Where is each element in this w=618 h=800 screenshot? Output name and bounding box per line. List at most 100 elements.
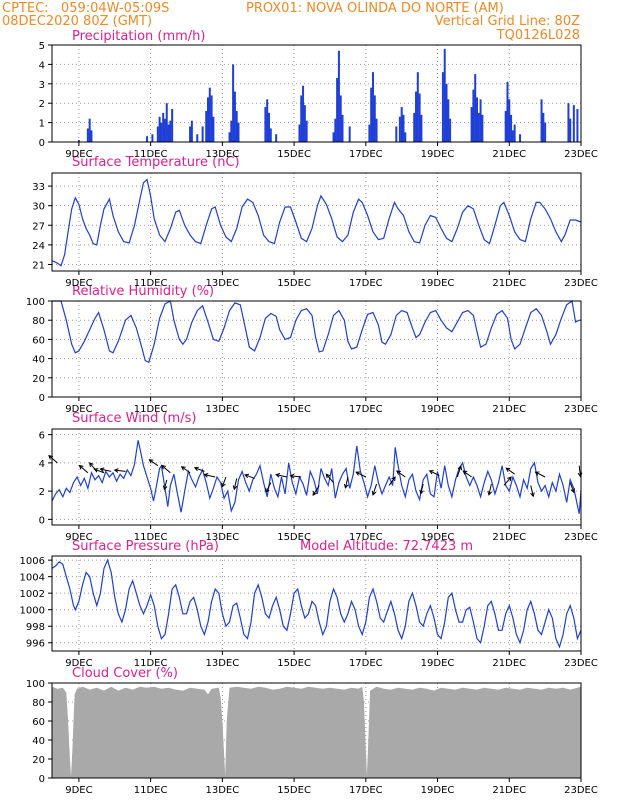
pressure-xtick-label: 23DEC <box>564 658 598 669</box>
humidity-xtick-label: 11DEC <box>134 404 168 415</box>
pressure-ytick-label: 1002 <box>20 589 45 600</box>
precipitation-bar <box>275 134 278 142</box>
temperature-ytick-label: 21 <box>32 260 45 271</box>
precipitation-ytick-label: 1 <box>39 119 45 130</box>
temperature-ytick-label: 27 <box>32 221 45 232</box>
wind-arrow <box>221 476 227 487</box>
wind-arrow-head <box>203 473 209 478</box>
humidity-ytick-label: 60 <box>32 335 45 346</box>
precipitation-ytick-label: 0 <box>39 138 45 149</box>
wind-arrow <box>290 475 302 478</box>
wind-xtick-label: 11DEC <box>134 532 168 543</box>
precipitation-bar <box>332 132 335 142</box>
precipitation-bar <box>420 114 423 142</box>
precipitation-bar <box>77 140 80 142</box>
precipitation-bar <box>513 124 516 142</box>
precipitation-bar <box>413 112 416 142</box>
precipitation-panel: 0 1 2 3 4 5 9DEC 11DEC 13DEC 15DEC 17DEC 19DEC 21DEC… <box>39 41 598 160</box>
wind-arrow-head <box>180 466 186 471</box>
temperature-xtick-label: 13DEC <box>205 278 239 289</box>
wind-arrow-head <box>162 485 168 491</box>
precipitation-bar <box>88 118 91 142</box>
wind-arrow-head <box>275 473 281 478</box>
wind-arrow <box>355 471 367 478</box>
precipitation-xtick-label: 21DEC <box>492 149 526 160</box>
precipitation-bar <box>300 95 303 142</box>
precipitation-xtick-label: 9DEC <box>65 149 92 160</box>
precipitation-xtick-label: 15DEC <box>277 149 311 160</box>
precipitation-bar <box>416 72 419 142</box>
precipitation-bar <box>264 107 267 142</box>
precipitation-bar <box>481 114 484 142</box>
wind-xtick-label: 21DEC <box>492 532 526 543</box>
humidity-xtick-label: 17DEC <box>349 404 383 415</box>
precipitation-bar <box>189 126 192 142</box>
header-station: PROX01: NOVA OLINDA DO NORTE (AM) <box>246 1 504 16</box>
cloud-xtick-label: 17DEC <box>349 785 383 796</box>
cloud-ytick-label: 60 <box>32 717 45 728</box>
precipitation-bar <box>341 114 344 142</box>
wind-arrow <box>535 471 546 478</box>
pressure-ytick-label: 1004 <box>20 573 45 584</box>
wind-arrow-head <box>457 465 463 471</box>
temperature-xtick-label: 15DEC <box>277 278 311 289</box>
pressure-title: Surface Pressure (hPa) <box>72 539 219 554</box>
precipitation-ytick-label: 5 <box>39 41 45 52</box>
precipitation-bar <box>510 114 513 142</box>
wind-arrow <box>530 485 534 497</box>
wind-xtick-label: 15DEC <box>277 532 311 543</box>
wind-arrow-head <box>534 471 540 476</box>
pressure-xtick-label: 17DEC <box>349 658 383 669</box>
precipitation-xtick-label: 13DEC <box>205 149 239 160</box>
wind-arrow-head <box>161 464 166 470</box>
wind-arrow <box>505 467 515 475</box>
wind-series-line <box>51 440 582 514</box>
temperature-xtick-label: 9DEC <box>65 278 92 289</box>
precipitation-bar <box>201 126 204 142</box>
wind-arrow-head <box>396 470 401 475</box>
cloud-ytick-label: 40 <box>32 736 45 747</box>
precipitation-bar <box>569 118 572 142</box>
humidity-frame <box>51 300 582 398</box>
pressure-xtick-label: 19DEC <box>421 658 455 669</box>
precipitation-bar <box>207 97 210 142</box>
wind-arrow-head <box>93 468 99 473</box>
precipitation-bar <box>572 105 575 142</box>
wind-arrow <box>578 465 581 477</box>
temperature-xtick-label: 11DEC <box>134 278 168 289</box>
wind-arrow <box>396 470 406 478</box>
header-model: TQ0126L028 <box>496 28 580 43</box>
cloud-ytick-label: 80 <box>32 698 45 709</box>
precipitation-bar <box>370 87 373 142</box>
precipitation-bar <box>368 124 371 142</box>
cloud-xtick-label: 19DEC <box>421 785 455 796</box>
precipitation-bar <box>212 116 215 142</box>
wind-arrow <box>456 466 462 478</box>
wind-arrow-head <box>88 462 94 467</box>
precipitation-bar <box>228 132 231 142</box>
precipitation-bar <box>305 120 308 142</box>
wind-arrow <box>388 476 396 486</box>
wind-arrow-head <box>428 470 434 475</box>
wind-arrow-head <box>570 488 575 494</box>
humidity-ytick-label: 20 <box>32 374 45 385</box>
cloud-ytick-label: 0 <box>39 774 45 785</box>
precipitation-bar <box>398 116 401 142</box>
humidity-xtick-label: 21DEC <box>492 404 526 415</box>
precipitation-bar <box>160 122 163 142</box>
wind-arrow <box>420 483 424 494</box>
wind-xtick-label: 19DEC <box>421 532 455 543</box>
wind-arrow <box>569 482 575 493</box>
wind-arrow-head <box>505 467 511 472</box>
precipitation-bar <box>404 132 407 142</box>
humidity-panel: 0 20 40 60 80 100 9DEC 11DEC 13DEC 15DEC 17DEC 19DE… <box>26 297 598 415</box>
wind-arrow <box>372 483 378 496</box>
header-date: 08DEC2020 80Z (GMT) <box>2 14 153 29</box>
pressure-xtick-label: 9DEC <box>65 658 92 669</box>
pressure-ytick-label: 1000 <box>20 606 45 617</box>
precipitation-bar <box>237 122 240 142</box>
wind-arrow <box>325 473 334 483</box>
wind-arrow <box>429 470 440 477</box>
wind-xtick-label: 23DEC <box>564 532 598 543</box>
precipitation-bar <box>472 89 475 142</box>
